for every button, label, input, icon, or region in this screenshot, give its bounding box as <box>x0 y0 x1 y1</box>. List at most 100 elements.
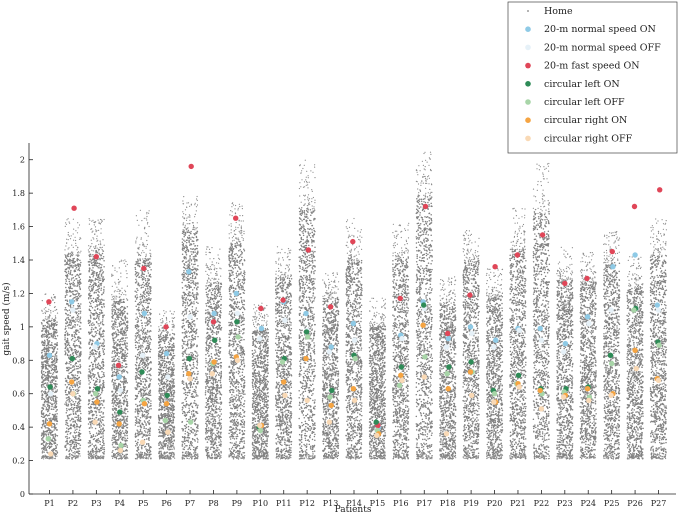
home-point <box>91 363 94 366</box>
home-point <box>44 454 46 457</box>
home-point <box>102 448 104 451</box>
home-point <box>114 423 117 425</box>
home-point <box>114 337 116 339</box>
home-point <box>55 429 58 431</box>
home-point <box>41 349 43 352</box>
home-point <box>119 429 122 431</box>
home-point <box>126 419 128 421</box>
home-point <box>118 358 120 361</box>
home-point <box>137 258 139 260</box>
home-point <box>118 322 121 325</box>
home-point <box>114 366 116 369</box>
home-point <box>124 310 126 313</box>
home-point <box>119 280 121 282</box>
home-point <box>65 444 67 447</box>
home-point <box>69 346 71 349</box>
home-point <box>95 396 97 399</box>
home-point <box>144 335 147 338</box>
home-point <box>88 251 90 253</box>
home-point <box>45 330 48 333</box>
home-point <box>70 287 72 289</box>
home-point <box>79 325 81 327</box>
home-point <box>148 399 151 401</box>
home-point <box>114 418 117 421</box>
home-point <box>76 419 79 421</box>
home-point <box>100 287 103 290</box>
home-point <box>93 355 95 358</box>
home-point <box>93 324 95 326</box>
home-point <box>126 329 129 331</box>
home-point <box>115 385 118 387</box>
home-point <box>113 364 116 366</box>
home-point <box>141 333 144 335</box>
home-point <box>139 455 141 457</box>
home-point <box>66 294 68 296</box>
home-point <box>70 424 73 426</box>
home-point <box>77 367 79 370</box>
home-point <box>48 327 51 329</box>
home-point <box>114 269 116 271</box>
home-point <box>140 357 142 360</box>
home-point <box>103 375 106 378</box>
home-point <box>78 267 81 269</box>
home-point <box>98 346 101 349</box>
home-point <box>40 352 43 354</box>
home-point <box>124 291 127 293</box>
home-point <box>134 432 137 435</box>
home-point <box>118 261 121 263</box>
home-point <box>92 365 94 367</box>
home-point <box>113 452 115 455</box>
home-point <box>111 309 113 311</box>
home-point <box>103 400 105 402</box>
home-point <box>70 279 73 281</box>
home-point <box>87 376 90 378</box>
home-point <box>92 261 95 263</box>
home-point <box>45 360 47 362</box>
home-point <box>74 385 77 388</box>
home-point <box>41 369 43 372</box>
home-point <box>103 299 105 301</box>
home-point <box>42 348 45 350</box>
home-point <box>66 439 68 442</box>
home-point <box>75 230 77 232</box>
home-point <box>137 439 139 441</box>
home-point <box>53 306 56 308</box>
home-point <box>92 237 94 239</box>
home-point <box>43 445 46 447</box>
home-point <box>77 312 80 315</box>
home-point <box>138 377 140 379</box>
home-point <box>79 337 82 339</box>
home-point <box>148 456 150 458</box>
home-point <box>135 298 138 300</box>
home-point <box>45 329 47 331</box>
home-point <box>91 417 94 420</box>
home-point <box>76 338 79 341</box>
home-point <box>88 245 90 247</box>
home-point <box>89 283 92 286</box>
home-point <box>148 212 150 214</box>
home-point <box>122 383 125 386</box>
home-point <box>66 268 68 270</box>
home-point <box>72 421 74 423</box>
home-point <box>136 449 138 452</box>
home-point <box>49 310 52 312</box>
home-point <box>102 279 105 282</box>
home-point <box>117 431 119 434</box>
home-point <box>68 247 70 249</box>
home-point <box>50 372 52 375</box>
home-point <box>141 220 143 222</box>
home-point <box>45 348 47 351</box>
home-point <box>126 305 129 308</box>
home-point <box>139 350 141 353</box>
home-point <box>94 450 96 453</box>
home-point <box>79 319 81 321</box>
home-point <box>101 347 104 350</box>
home-point <box>122 319 125 321</box>
home-point <box>145 253 147 255</box>
home-point <box>103 266 105 268</box>
home-point <box>144 279 147 282</box>
home-point <box>53 406 55 408</box>
home-point <box>93 246 95 248</box>
home-point <box>115 443 117 445</box>
home-point <box>95 358 97 360</box>
